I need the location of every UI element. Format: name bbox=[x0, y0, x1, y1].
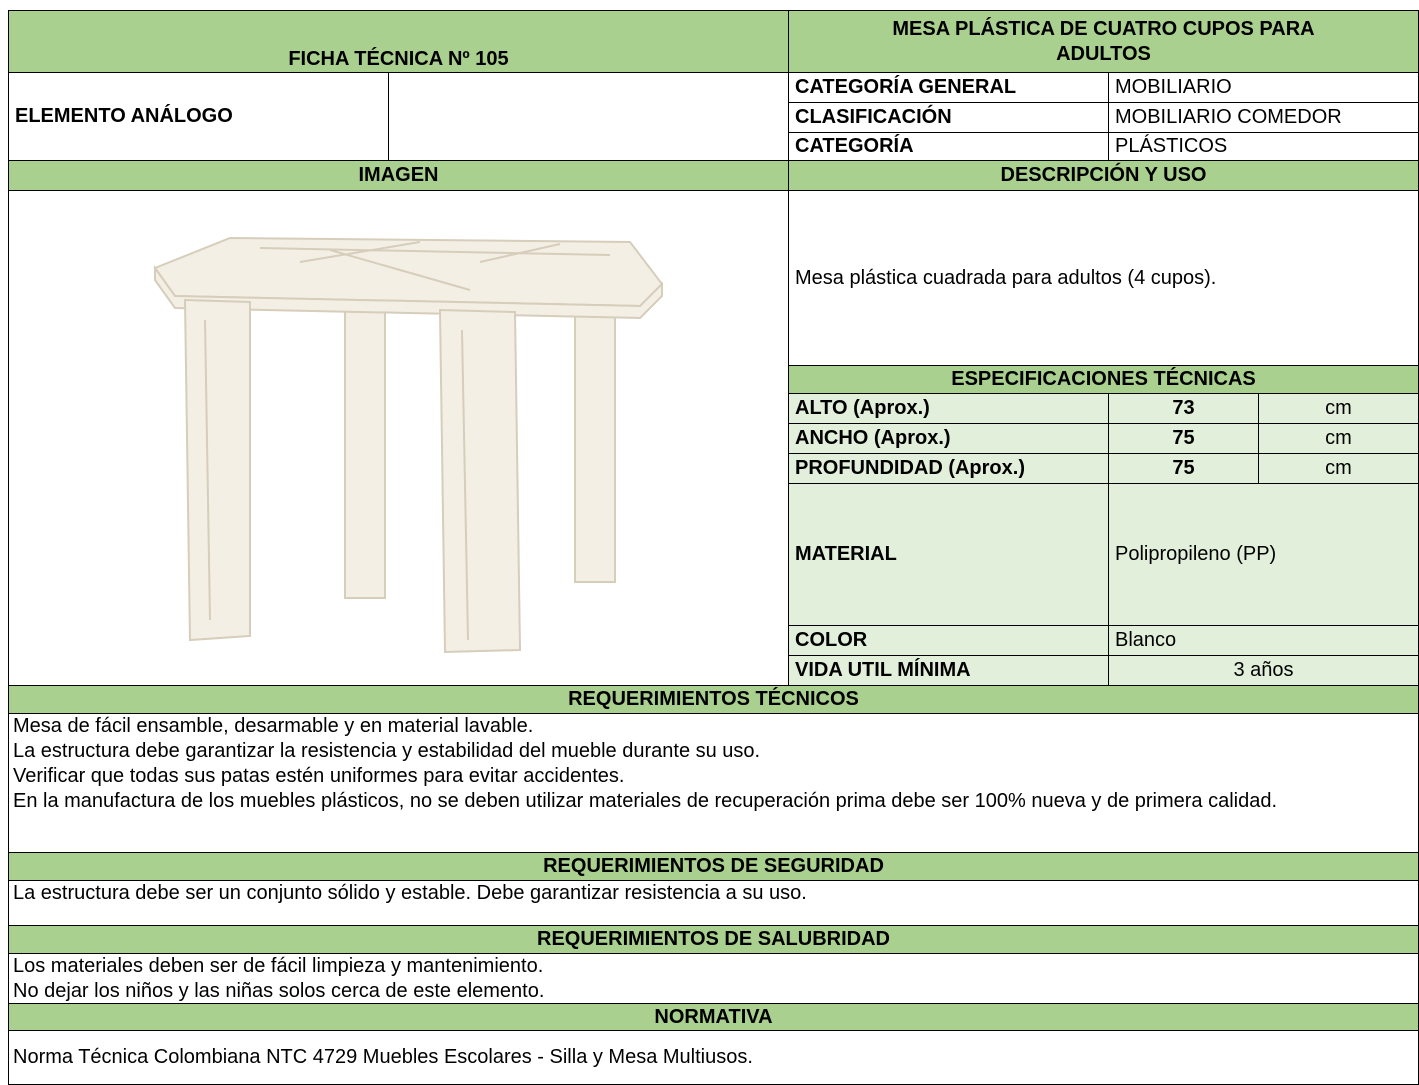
spec-value: 73 bbox=[1108, 393, 1259, 424]
spec-label: VIDA UTIL MÍNIMA bbox=[788, 655, 1109, 686]
requirement-item: En la manufactura de los muebles plástic… bbox=[13, 790, 1278, 812]
classification-value-text: PLÁSTICOS bbox=[1115, 135, 1228, 157]
requirement-item: La estructura debe garantizar la resiste… bbox=[13, 740, 761, 762]
spec-label-text: ALTO (Aprox.) bbox=[795, 397, 930, 419]
section-heading-text: DESCRIPCIÓN Y USO bbox=[1000, 164, 1207, 186]
requirement-item: Mesa de fácil ensamble, desarmable y en … bbox=[13, 715, 534, 737]
classification-value: MOBILIARIO bbox=[1108, 72, 1419, 103]
requirements-list: Norma Técnica Colombiana NTC 4729 Mueble… bbox=[8, 1030, 1419, 1085]
spec-value-text: 75 bbox=[1172, 457, 1195, 479]
section-heading-text: ESPECIFICACIONES TÉCNICAS bbox=[951, 368, 1256, 390]
section-heading-text: REQUERIMIENTOS TÉCNICOS bbox=[568, 688, 859, 710]
classification-label: CATEGORÍA GENERAL bbox=[788, 72, 1109, 103]
classification-value-text: MOBILIARIO COMEDOR bbox=[1115, 106, 1342, 128]
classification-value-text: MOBILIARIO bbox=[1115, 76, 1232, 98]
requirement-item: Los materiales deben ser de fácil limpie… bbox=[13, 955, 544, 977]
sheet-title-text: FICHA TÉCNICA Nº 105 bbox=[288, 48, 509, 70]
spec-value-text: 3 años bbox=[1233, 659, 1294, 681]
product-name-text: MESA PLÁSTICA DE CUATRO CUPOS PARA ADULT… bbox=[892, 17, 1315, 65]
spec-value-text: 75 bbox=[1172, 427, 1195, 449]
spec-label: PROFUNDIDAD (Aprox.) bbox=[788, 453, 1109, 484]
product-name: MESA PLÁSTICA DE CUATRO CUPOS PARA ADULT… bbox=[788, 10, 1419, 73]
spec-label: COLOR bbox=[788, 625, 1109, 656]
spec-label-text: PROFUNDIDAD (Aprox.) bbox=[795, 457, 1025, 479]
spec-value-text: 73 bbox=[1172, 397, 1195, 419]
section-heading: REQUERIMIENTOS TÉCNICOS bbox=[8, 685, 1419, 714]
description-text: Mesa plástica cuadrada para adultos (4 c… bbox=[788, 190, 1419, 366]
spec-unit: cm bbox=[1258, 393, 1419, 424]
requirement-item: Norma Técnica Colombiana NTC 4729 Mueble… bbox=[13, 1046, 753, 1068]
spec-label-text: ANCHO (Aprox.) bbox=[795, 427, 951, 449]
requirement-item: La estructura debe ser un conjunto sólid… bbox=[13, 882, 807, 904]
requirements-list: La estructura debe ser un conjunto sólid… bbox=[8, 880, 1419, 926]
section-heading-text: NORMATIVA bbox=[654, 1005, 773, 1028]
element-label-text: ELEMENTO ANÁLOGO bbox=[15, 105, 233, 127]
description-text-text: Mesa plástica cuadrada para adultos (4 c… bbox=[795, 266, 1217, 289]
requirement-item: Verificar que todas sus patas estén unif… bbox=[13, 765, 625, 787]
spec-label: MATERIAL bbox=[788, 483, 1109, 626]
classification-label-text: CATEGORÍA GENERAL bbox=[795, 76, 1017, 98]
section-heading-text: REQUERIMIENTOS DE SEGURIDAD bbox=[543, 855, 884, 877]
spec-value-text: Blanco bbox=[1115, 629, 1177, 651]
requirements-list: Los materiales deben ser de fácil limpie… bbox=[8, 953, 1419, 1004]
classification-label-text: CATEGORÍA bbox=[795, 135, 914, 157]
classification-label: CLASIFICACIÓN bbox=[788, 102, 1109, 133]
section-heading: DESCRIPCIÓN Y USO bbox=[788, 160, 1419, 191]
requirements-list: Mesa de fácil ensamble, desarmable y en … bbox=[8, 713, 1419, 853]
spec-value: 3 años bbox=[1108, 655, 1419, 686]
section-heading-text: IMAGEN bbox=[358, 164, 439, 186]
classification-value: MOBILIARIO COMEDOR bbox=[1108, 102, 1419, 133]
spec-value: Polipropileno (PP) bbox=[1108, 483, 1419, 626]
spec-value: Blanco bbox=[1108, 625, 1419, 656]
classification-label: CATEGORÍA bbox=[788, 132, 1109, 161]
section-heading: REQUERIMIENTOS DE SEGURIDAD bbox=[8, 852, 1419, 881]
section-heading-text: REQUERIMIENTOS DE SALUBRIDAD bbox=[537, 928, 890, 950]
section-heading: REQUERIMIENTOS DE SALUBRIDAD bbox=[8, 925, 1419, 954]
spec-unit: cm bbox=[1258, 423, 1419, 454]
spec-label-text: VIDA UTIL MÍNIMA bbox=[795, 659, 971, 681]
spec-label: ALTO (Aprox.) bbox=[788, 393, 1109, 424]
classification-label-text: CLASIFICACIÓN bbox=[795, 106, 952, 128]
section-heading: ESPECIFICACIONES TÉCNICAS bbox=[788, 365, 1419, 394]
spec-unit: cm bbox=[1258, 453, 1419, 484]
spec-value-text: Polipropileno (PP) bbox=[1115, 543, 1277, 565]
sheet-title: FICHA TÉCNICA Nº 105 bbox=[8, 10, 789, 73]
classification-value: PLÁSTICOS bbox=[1108, 132, 1419, 161]
spec-label: ANCHO (Aprox.) bbox=[788, 423, 1109, 454]
spec-unit-text: cm bbox=[1325, 457, 1352, 479]
spec-label-text: COLOR bbox=[795, 629, 868, 651]
section-heading: NORMATIVA bbox=[8, 1003, 1419, 1031]
spec-value: 75 bbox=[1108, 453, 1259, 484]
spec-label-text: MATERIAL bbox=[795, 543, 897, 565]
spec-value: 75 bbox=[1108, 423, 1259, 454]
spec-unit-text: cm bbox=[1325, 397, 1352, 419]
requirement-item: No dejar los niños y las niñas solos cer… bbox=[13, 980, 545, 1002]
product-image bbox=[153, 236, 664, 654]
spec-unit-text: cm bbox=[1325, 427, 1352, 449]
